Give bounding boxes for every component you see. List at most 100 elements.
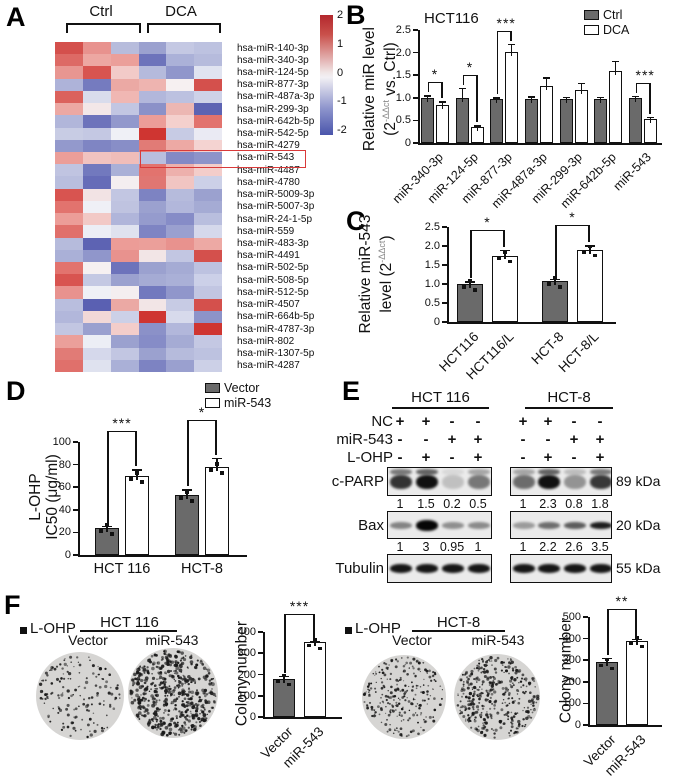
- colony-dot: [414, 699, 416, 701]
- colony-dot: [116, 684, 119, 687]
- heatmap-cell: [55, 274, 83, 287]
- colony-dot: [374, 674, 376, 676]
- colony-dot: [417, 661, 421, 665]
- colony-dot: [179, 676, 183, 680]
- legend-swatch: [205, 383, 220, 393]
- colony-dot: [420, 711, 423, 715]
- colony-dot: [480, 666, 483, 670]
- heatmap-row-label: hsa-miR-5009-3p: [237, 189, 315, 201]
- colony-dot: [474, 727, 478, 731]
- colony-dot: [102, 678, 105, 681]
- colony-dot: [467, 696, 471, 700]
- colony-dot: [130, 700, 135, 705]
- colony-dot: [73, 708, 76, 711]
- colony-dot: [133, 698, 137, 702]
- treatment-sign: +: [421, 449, 431, 466]
- western-group2-underline: [525, 407, 613, 409]
- protein-band: [442, 469, 464, 475]
- colony-dot: [58, 707, 61, 710]
- colony-dot: [155, 654, 158, 657]
- protein-band: [468, 469, 490, 475]
- heatmap-row-label: hsa-miR-802: [237, 335, 295, 347]
- colony-dot: [212, 692, 216, 697]
- chart-axis-f2: [588, 617, 662, 727]
- colony-dot: [42, 679, 45, 682]
- heatmap-cell: [82, 66, 111, 79]
- colony-dot: [511, 682, 514, 685]
- colony-dot: [181, 682, 184, 686]
- heatmap-cell: [138, 225, 167, 238]
- colony-dot: [155, 693, 159, 698]
- colony-dot: [427, 684, 430, 687]
- colony-dot: [466, 679, 469, 683]
- colony-dot: [141, 714, 143, 716]
- error-bar-cap: [507, 43, 516, 46]
- colony-dot: [497, 682, 500, 685]
- colony-dot: [404, 690, 407, 694]
- colony-dot: [414, 712, 417, 714]
- data-point-dot: [185, 490, 189, 494]
- band-quant-value: 1.5: [417, 497, 435, 511]
- colony-dot: [187, 687, 191, 691]
- colony-dot: [380, 696, 382, 699]
- colony-dot: [65, 707, 69, 711]
- sig-leg: [588, 225, 590, 243]
- colony-dot: [476, 728, 480, 733]
- colony-dot: [151, 673, 153, 675]
- colony-dot: [156, 723, 160, 727]
- colony-dot: [530, 716, 533, 719]
- colony-dot: [504, 701, 507, 704]
- heatmap-cell: [194, 323, 222, 336]
- colony-dot: [428, 715, 432, 719]
- protein-band: [416, 564, 438, 573]
- colony-dot: [187, 697, 190, 701]
- colony-dot: [194, 666, 198, 670]
- error-bar-line: [545, 77, 548, 91]
- colony-dot: [85, 708, 89, 712]
- colony-dot: [459, 700, 462, 703]
- heatmap-cell: [82, 323, 111, 336]
- colony-dot: [461, 688, 463, 690]
- colony-dot: [389, 691, 393, 695]
- colony-dot: [476, 681, 478, 683]
- colony-dot: [108, 673, 112, 677]
- protein-band: [564, 469, 586, 475]
- colony-dot: [155, 687, 158, 690]
- colony-dot: [170, 660, 175, 664]
- y-tick: [442, 264, 447, 266]
- colony-dot: [417, 732, 420, 736]
- error-bar-line: [636, 638, 638, 645]
- colony-dot: [181, 694, 184, 697]
- error-bar-line: [495, 97, 498, 104]
- heatmap-cell: [166, 347, 195, 360]
- colony-dot: [60, 728, 64, 731]
- y-tick: [413, 29, 418, 31]
- colony-dot: [407, 719, 410, 722]
- colony-dot: [396, 687, 400, 691]
- x-category-label: HCT 116: [93, 561, 151, 577]
- heatmap-cell: [82, 274, 111, 287]
- colony-dot: [69, 678, 72, 680]
- colony-dot: [415, 660, 419, 663]
- treatment-sign: -: [475, 413, 481, 430]
- colony-dot: [498, 680, 502, 684]
- colony-dot: [404, 684, 407, 687]
- colony-dot: [441, 689, 444, 691]
- heatmap-cell: [55, 164, 83, 177]
- colony-dot: [481, 688, 483, 690]
- colony-dot: [119, 697, 121, 699]
- colony-dot: [171, 689, 175, 694]
- colony-dot: [409, 730, 413, 734]
- colony-dot: [136, 676, 141, 681]
- y-tick-label: 300: [562, 654, 581, 667]
- colony-dot: [86, 735, 89, 739]
- heatmap-cell: [194, 127, 222, 140]
- heatmap-cell: [194, 237, 222, 250]
- colony-dot: [514, 712, 517, 716]
- panel-f-label: F: [4, 590, 21, 620]
- chart-bar: [273, 678, 295, 717]
- colony-dot: [380, 708, 383, 712]
- data-point-dot: [599, 663, 603, 668]
- colony-dot: [138, 685, 143, 690]
- heatmap-row-label: hsa-miR-664b-5p: [237, 311, 315, 323]
